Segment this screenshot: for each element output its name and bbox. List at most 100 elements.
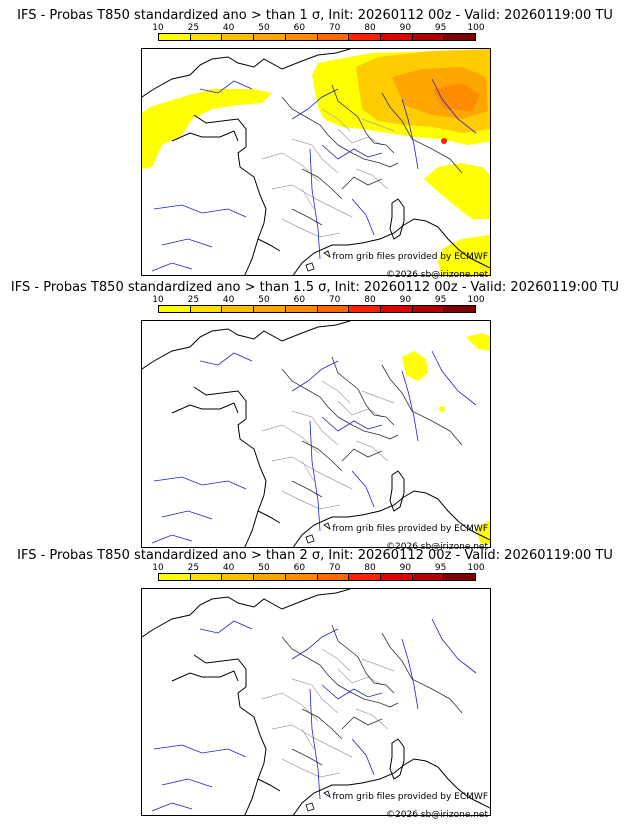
colorbar-segment [159, 34, 191, 40]
islands [305, 790, 331, 812]
colorbar-tick-label: 40 [222, 23, 235, 33]
copyright: ©2026 sb@irizone.net [386, 542, 488, 552]
colorbar-tick-label: 10 [152, 563, 164, 573]
colorbar-labels: 10 25 40 50 60 70 80 90 95 100 [152, 23, 484, 33]
data-credit: from grib files provided by ECMWF [332, 524, 488, 534]
coastline [142, 321, 490, 547]
colorbar-tick-label: 95 [434, 563, 447, 573]
coastline [142, 49, 490, 275]
rivers [151, 78, 477, 272]
colorbar-tick-label: 90 [399, 23, 412, 33]
colorbar-tick-label: 90 [399, 563, 412, 573]
colorbar-tick-label: 80 [364, 295, 376, 305]
map-panel-1: IFS - Probas T850 standardized ano > tha… [0, 8, 630, 284]
probability-area [432, 83, 480, 111]
colorbar-tick-label: 95 [434, 295, 447, 305]
probability-area [424, 163, 490, 219]
admin-boundaries [261, 648, 395, 778]
colorbar-tick-label: 60 [293, 295, 306, 305]
map-panel-3: IFS - Probas T850 standardized ano > tha… [0, 548, 630, 824]
corsica-outline [389, 470, 405, 512]
colorbar-tick-label: 25 [187, 295, 200, 305]
colorbar-tick-label: 100 [467, 563, 485, 573]
colorbar [158, 33, 476, 41]
colorbar-segment [412, 34, 445, 40]
colorbar-segment [444, 306, 476, 312]
map-france [141, 48, 491, 276]
colorbar-segment [222, 574, 255, 580]
probability-spot [439, 406, 445, 412]
colorbar-segment [412, 574, 445, 580]
corsica-outline [389, 198, 405, 240]
colorbar-labels: 10 25 40 50 60 70 80 90 95 100 [152, 295, 484, 305]
colorbar-segment [222, 34, 255, 40]
copyright: ©2026 sb@irizone.net [386, 270, 488, 280]
colorbar-segment [412, 306, 445, 312]
colorbar-segment [380, 574, 413, 580]
panel-title: IFS - Probas T850 standardized ano > tha… [17, 8, 613, 23]
colorbar-segment [159, 306, 191, 312]
colorbar-tick-label: 50 [258, 23, 270, 33]
colorbar-segment [222, 306, 255, 312]
colorbar-segment [254, 34, 286, 40]
colorbar-tick-label: 40 [222, 295, 235, 305]
admin-boundaries [261, 108, 395, 238]
probability-area [402, 351, 428, 381]
coastline [171, 654, 247, 687]
colorbar-tick-label: 40 [222, 563, 235, 573]
colorbar-segment [190, 34, 223, 40]
national-borders [281, 624, 463, 766]
colorbar-tick-label: 80 [364, 563, 376, 573]
colorbar-segment [317, 306, 350, 312]
national-borders [281, 84, 463, 226]
admin-boundaries [261, 380, 395, 510]
colorbar-segment [254, 306, 286, 312]
colorbar-tick-label: 25 [187, 563, 200, 573]
map-panel-2: IFS - Probas T850 standardized ano > tha… [0, 280, 630, 556]
colorbar-segment [444, 574, 476, 580]
colorbar [158, 573, 476, 581]
colorbar-segment [317, 34, 350, 40]
colorbar-tick-label: 60 [293, 23, 306, 33]
coastline [171, 114, 247, 147]
coastline [171, 386, 247, 419]
colorbar-segment [380, 34, 413, 40]
colorbar-tick-label: 70 [328, 295, 341, 305]
colorbar-tick-label: 100 [467, 295, 485, 305]
colorbar-segment [349, 34, 381, 40]
islands [305, 522, 331, 544]
data-credit: from grib files provided by ECMWF [332, 792, 488, 802]
colorbar-segment [254, 574, 286, 580]
colorbar-segment [349, 574, 381, 580]
colorbar-segment [285, 34, 318, 40]
copyright: ©2026 sb@irizone.net [386, 810, 488, 820]
colorbar [158, 305, 476, 313]
colorbar-tick-label: 90 [399, 295, 412, 305]
probability-area [466, 333, 490, 351]
colorbar-segment [285, 306, 318, 312]
probability-area [142, 89, 272, 169]
colorbar-tick-label: 50 [258, 563, 270, 573]
colorbar-tick-label: 50 [258, 295, 270, 305]
colorbar-segment [317, 574, 350, 580]
probability-area [438, 235, 490, 275]
colorbar-tick-label: 70 [328, 563, 341, 573]
colorbar-segment [444, 34, 476, 40]
map-france [141, 320, 491, 548]
rivers [151, 350, 477, 544]
colorbar-tick-label: 25 [187, 23, 200, 33]
colorbar-segment [190, 574, 223, 580]
islands [305, 250, 331, 272]
colorbar-tick-label: 100 [467, 23, 485, 33]
map-france [141, 588, 491, 816]
panel-title: IFS - Probas T850 standardized ano > tha… [10, 280, 620, 295]
panel-title: IFS - Probas T850 standardized ano > tha… [17, 548, 613, 563]
colorbar-segment [285, 574, 318, 580]
colorbar-tick-label: 70 [328, 23, 341, 33]
colorbar-segment [380, 306, 413, 312]
colorbar-tick-label: 10 [152, 295, 164, 305]
colorbar-tick-label: 60 [293, 563, 306, 573]
colorbar-tick-label: 95 [434, 23, 447, 33]
national-borders [281, 356, 463, 498]
colorbar-segment [159, 574, 191, 580]
